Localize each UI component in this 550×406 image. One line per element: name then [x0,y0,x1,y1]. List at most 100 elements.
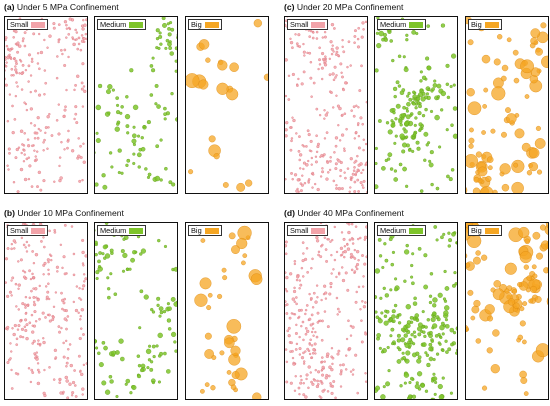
particle [48,253,52,256]
particle [299,375,302,378]
particle [59,176,63,180]
particle [295,342,299,346]
particle [34,354,37,357]
particle [5,38,7,42]
particle [501,64,509,72]
particle [120,356,125,362]
particle [445,82,450,87]
particle [63,272,67,276]
particle [290,139,293,143]
particle [336,53,340,57]
particle [428,294,433,298]
legend-swatch [31,21,46,28]
particle [383,37,388,42]
particle [95,104,102,111]
particle [466,262,471,268]
particle [295,189,299,193]
particle [429,272,434,276]
particle [309,76,313,80]
particle [46,46,49,49]
particle [545,223,548,229]
particle [159,310,164,315]
particle [302,338,305,342]
particle [47,260,50,264]
particle [473,299,481,308]
particle [305,304,309,307]
particle [432,357,436,362]
particle [29,107,33,111]
particle [42,273,45,276]
particle [62,355,66,359]
particle [137,134,141,138]
particle [335,250,339,254]
particle [67,55,70,59]
particle [310,163,313,166]
particle [328,292,332,296]
particle [67,26,71,30]
particle [10,47,14,51]
particle [338,310,341,313]
particle [44,126,48,130]
particle [512,49,519,56]
particle [74,28,77,32]
particle [6,47,10,50]
particle [307,133,311,137]
legend-box: Medium [97,19,147,30]
particle [74,105,78,109]
particle [305,145,308,148]
particle [363,262,367,266]
particle [151,380,155,385]
particle [136,354,141,358]
legend-box: Medium [97,225,147,236]
particle [82,142,85,145]
particle [445,63,450,68]
particle [66,356,70,360]
particle [448,238,453,243]
particle [107,111,111,115]
particle [323,388,326,392]
particle [21,302,25,306]
particle [34,252,39,257]
particle [314,160,318,164]
particle [344,368,348,371]
particle [5,58,7,61]
particle [320,381,324,385]
particle [174,59,177,63]
particle [354,225,358,228]
particle [293,260,297,263]
particle [126,158,131,163]
particle [363,235,367,240]
particle [305,377,308,381]
particle [27,367,31,370]
particle [103,345,108,351]
particle [292,361,295,364]
particle [285,360,289,364]
particle [163,244,168,249]
particle [155,46,159,50]
particle [16,85,19,88]
particle [311,171,315,175]
particle [289,40,294,45]
particle [318,63,322,66]
particle [382,385,386,389]
particle [296,275,300,279]
particle [83,23,87,27]
particle [222,275,228,281]
particle [24,102,28,106]
particle [166,369,171,374]
particle [330,91,333,95]
particle [351,242,355,245]
particle [173,301,177,307]
particle [329,281,333,286]
particle [466,154,479,168]
particle [22,37,25,40]
particle [8,151,11,155]
particle [38,317,41,321]
particle [116,122,120,126]
particle [334,396,337,399]
particle [349,64,352,67]
particle [14,65,17,68]
particle [333,151,336,154]
particle [42,141,45,144]
particle [11,327,14,330]
